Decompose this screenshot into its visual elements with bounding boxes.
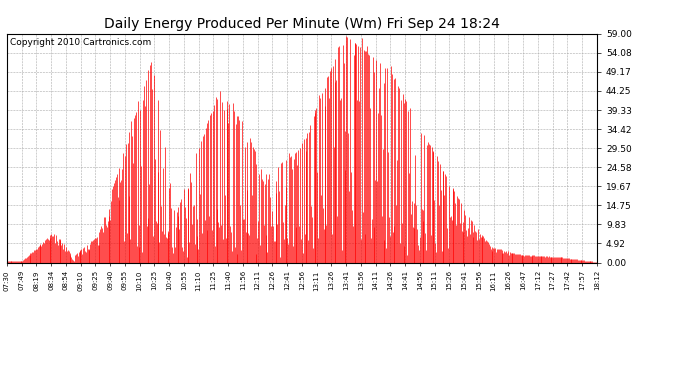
Title: Daily Energy Produced Per Minute (Wm) Fri Sep 24 18:24: Daily Energy Produced Per Minute (Wm) Fr… [104, 17, 500, 31]
Text: Copyright 2010 Cartronics.com: Copyright 2010 Cartronics.com [10, 38, 151, 47]
